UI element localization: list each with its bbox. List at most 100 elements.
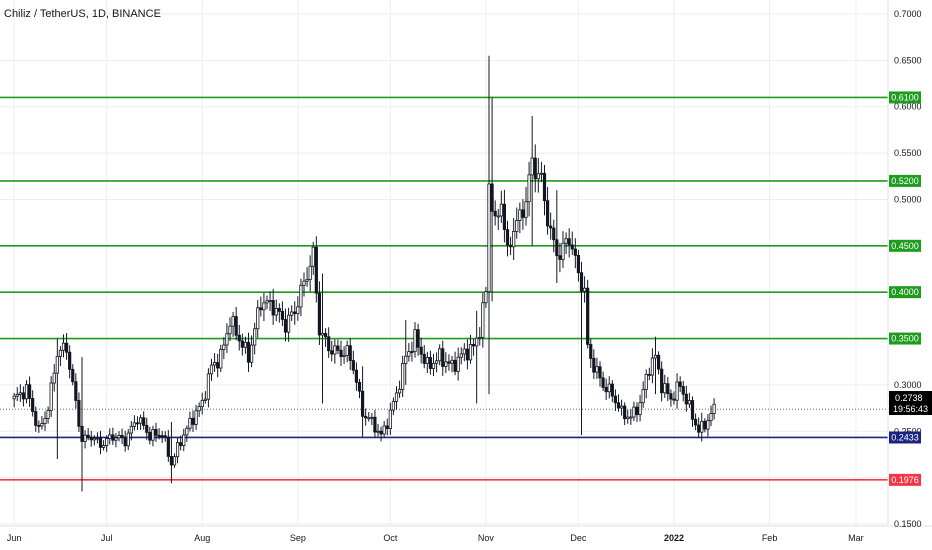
candle-body: [687, 400, 692, 405]
candle-body: [265, 300, 269, 304]
candle-body: [579, 272, 584, 292]
candle-body: [404, 355, 408, 364]
candle-body: [40, 423, 44, 427]
candle-body: [68, 351, 72, 370]
candle-body: [675, 381, 679, 401]
candle-body: [283, 319, 288, 333]
candle-body: [246, 341, 251, 363]
candle-body: [77, 400, 81, 427]
candle-body: [616, 402, 621, 409]
candle-body: [391, 401, 396, 411]
level-tag-label: 0.5200: [891, 176, 919, 186]
level-tag-bg: [889, 174, 921, 187]
candle-body: [388, 409, 392, 429]
candle-body: [684, 393, 688, 405]
candle-body: [31, 398, 35, 412]
time-tick-label: Sep: [290, 533, 306, 543]
level-tag-bg: [889, 239, 921, 252]
candle-body: [505, 229, 510, 246]
candle-body: [656, 354, 661, 370]
candle-body: [444, 361, 448, 367]
candle-body: [663, 383, 667, 394]
candle-body: [172, 456, 177, 466]
candle-body: [21, 392, 26, 400]
candle-body: [209, 364, 214, 375]
candle-body: [166, 436, 170, 457]
time-tick-label: Nov: [478, 533, 495, 543]
candle-body: [194, 410, 198, 425]
candle-body: [262, 302, 266, 311]
candle-body: [191, 417, 195, 425]
candle-body: [354, 369, 359, 383]
candle-body: [83, 434, 87, 442]
candle-body: [154, 429, 158, 436]
candle-body: [228, 325, 232, 335]
candle-body: [311, 246, 315, 267]
candle-body: [95, 437, 100, 440]
chart-title: Chiliz / TetherUS, 1D, BINANCE: [4, 8, 161, 20]
candle-body: [336, 345, 340, 351]
candle-body: [604, 386, 608, 393]
candle-body: [105, 438, 109, 446]
time-tick-label: Dec: [570, 533, 587, 543]
time-axis[interactable]: Jun Jul Aug Sep Oct Nov Dec 2022 Feb Mar: [7, 533, 864, 543]
candle-body: [132, 422, 137, 427]
candle-body: [175, 442, 180, 458]
candle-body: [610, 383, 614, 397]
candle-body: [120, 435, 124, 438]
candle-body: [203, 398, 207, 401]
candle-body: [422, 353, 426, 364]
candle-body: [117, 435, 121, 439]
candle-body: [302, 280, 306, 286]
candle-body: [518, 209, 522, 221]
candle-body: [607, 383, 611, 393]
candle-body: [123, 437, 127, 447]
candle-body: [212, 362, 217, 366]
candle-body: [468, 344, 473, 361]
level-tag-bg: [889, 431, 921, 444]
candle-body: [101, 445, 106, 448]
candle-body: [669, 393, 673, 400]
candle-body: [678, 381, 682, 387]
candle-body: [55, 355, 59, 374]
candle-body: [126, 432, 130, 447]
candle-body: [613, 395, 618, 404]
candle-body: [268, 300, 272, 302]
candle-body: [601, 377, 605, 388]
candle-body: [582, 287, 587, 292]
candle-body: [15, 393, 19, 397]
candle-body: [163, 435, 167, 438]
candle-body: [151, 429, 155, 441]
candle-body: [179, 442, 183, 447]
candle-body: [27, 384, 32, 399]
last-price-tag-bg: [889, 391, 932, 415]
candle-body: [89, 436, 93, 441]
candle-body: [484, 291, 488, 304]
candle-body: [234, 316, 238, 336]
candle-body: [693, 418, 698, 426]
candle-body: [456, 356, 460, 372]
candle-body: [623, 405, 627, 420]
candle-body: [80, 425, 84, 442]
candle-body: [475, 337, 479, 347]
candle-body: [18, 392, 22, 395]
level-tag-label: 0.1976: [891, 475, 919, 485]
level-tag-bg: [889, 332, 921, 345]
candle-body: [586, 287, 590, 345]
candle-body: [382, 425, 386, 435]
candle-body: [160, 435, 164, 438]
candles: [12, 55, 716, 492]
candle-body: [216, 362, 220, 369]
candle-body: [129, 425, 133, 434]
candle-body: [481, 302, 485, 338]
candle-body: [157, 434, 161, 437]
candle-body: [515, 220, 519, 232]
candle-body: [200, 400, 204, 407]
candle-body: [296, 306, 300, 315]
candle-body: [360, 390, 365, 417]
candle-body: [425, 357, 429, 364]
last-price-value: 0.2738: [895, 393, 923, 403]
candle-body: [462, 348, 466, 355]
price-tick-label: 0.5000: [894, 194, 922, 204]
